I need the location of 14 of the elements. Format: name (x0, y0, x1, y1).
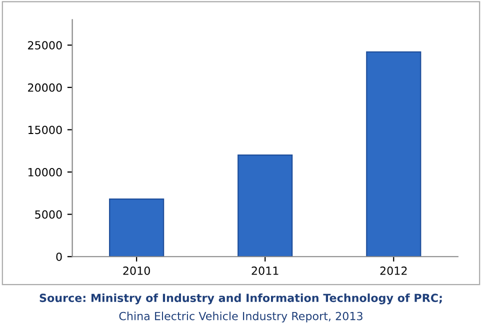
y-tick-label: 10000 (28, 168, 62, 176)
text: China Electric Vehicle Industry Report, 2013 (119, 312, 362, 322)
y-tick-label: 20000 (28, 83, 62, 92)
x-tick-label: 2011 (252, 266, 278, 275)
bar (366, 51, 422, 257)
bar (238, 154, 293, 257)
x-tick-label: 2010 (123, 266, 150, 275)
y-tick-label: 0 (56, 252, 62, 261)
x-tick-label: 2012 (380, 266, 407, 275)
y-tick-label: 15000 (28, 126, 62, 134)
source-note: Source: Ministry of Industry and Information Technology of PRC; (40, 293, 442, 304)
y-tick-label: 25000 (28, 41, 62, 50)
bar (109, 198, 164, 257)
y-tick-label: 5000 (35, 210, 62, 219)
